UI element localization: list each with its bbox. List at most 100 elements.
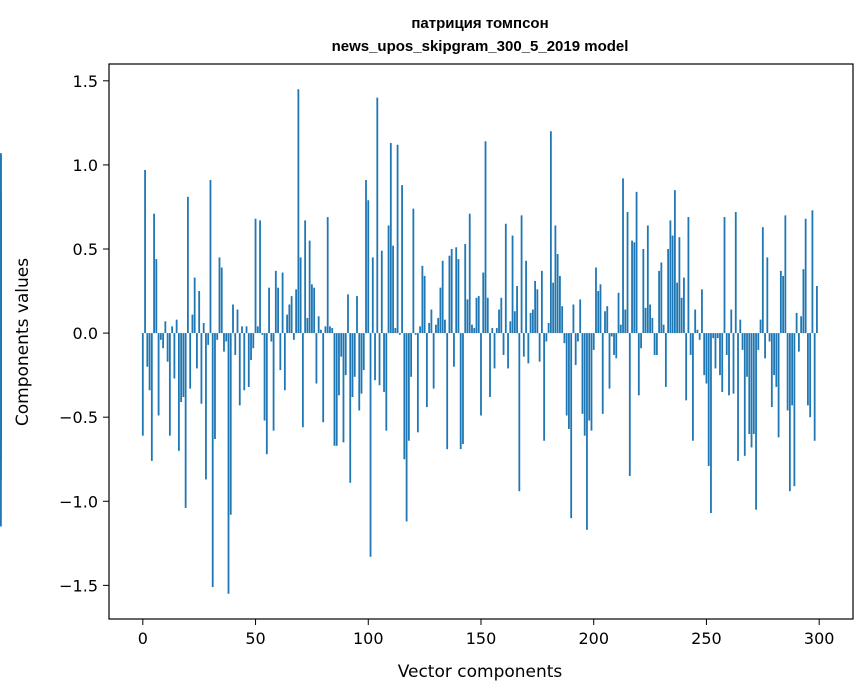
bar bbox=[509, 321, 512, 334]
bar bbox=[545, 333, 548, 342]
bar bbox=[421, 265, 424, 334]
bar bbox=[669, 220, 672, 334]
bar bbox=[272, 333, 275, 431]
bar bbox=[430, 309, 433, 334]
bar bbox=[227, 333, 230, 594]
bar bbox=[683, 277, 685, 334]
y-axis: −1.5 −1.0 −0.5 0.0 0.5 1.0 1.5 bbox=[59, 72, 109, 595]
bar bbox=[723, 217, 726, 334]
bar bbox=[189, 333, 192, 389]
bar bbox=[687, 217, 690, 334]
bar bbox=[475, 297, 478, 334]
bar bbox=[773, 333, 775, 376]
bar bbox=[455, 247, 458, 334]
bar bbox=[168, 333, 171, 436]
bar bbox=[308, 240, 311, 334]
bar bbox=[435, 324, 437, 334]
bar bbox=[299, 257, 302, 334]
bar bbox=[209, 180, 212, 334]
bar bbox=[642, 249, 645, 334]
bar bbox=[667, 249, 670, 334]
y-tick-label: 1.5 bbox=[73, 72, 98, 91]
bar bbox=[568, 333, 570, 429]
bar bbox=[193, 277, 196, 334]
bar bbox=[320, 329, 322, 334]
y-tick-label: 0.0 bbox=[73, 324, 98, 343]
bar bbox=[342, 333, 345, 443]
bar bbox=[191, 314, 194, 334]
bar bbox=[516, 286, 518, 334]
bar bbox=[543, 333, 546, 441]
bar bbox=[301, 333, 304, 428]
y-tick-label: −1.5 bbox=[59, 576, 98, 595]
bar bbox=[256, 326, 259, 334]
bar bbox=[482, 272, 485, 334]
bar bbox=[344, 333, 347, 376]
chart-title-line-2: news_upos_skipgram_300_5_2019 model bbox=[332, 38, 629, 55]
bar bbox=[739, 319, 742, 334]
bar bbox=[759, 319, 762, 334]
bar bbox=[599, 284, 602, 334]
bar bbox=[606, 306, 609, 334]
bar bbox=[241, 326, 243, 334]
bar bbox=[333, 333, 336, 446]
bar bbox=[613, 333, 615, 355]
bar bbox=[277, 287, 279, 334]
bar bbox=[766, 257, 769, 334]
bar bbox=[261, 333, 264, 335]
bar bbox=[615, 333, 618, 359]
bar bbox=[371, 257, 374, 334]
bar bbox=[480, 333, 482, 416]
bar bbox=[414, 333, 417, 335]
bar bbox=[410, 333, 413, 377]
bar bbox=[631, 240, 633, 334]
bar bbox=[394, 328, 397, 334]
bar bbox=[453, 333, 455, 367]
bar bbox=[202, 323, 205, 334]
bar bbox=[236, 309, 239, 334]
bar bbox=[701, 289, 703, 334]
bar bbox=[252, 333, 255, 349]
bar bbox=[378, 333, 381, 386]
bar bbox=[703, 333, 706, 376]
bar bbox=[527, 333, 530, 364]
bar bbox=[243, 333, 246, 391]
bar bbox=[322, 333, 325, 423]
bar bbox=[187, 196, 189, 334]
bar bbox=[234, 333, 237, 355]
bar bbox=[177, 333, 180, 451]
x-tick-label: 0 bbox=[138, 629, 148, 648]
bar bbox=[676, 282, 679, 334]
bar bbox=[290, 296, 293, 334]
bar bbox=[732, 333, 735, 394]
bar bbox=[622, 178, 624, 334]
bar bbox=[439, 287, 442, 334]
bar bbox=[577, 333, 579, 342]
bar bbox=[419, 326, 422, 334]
bar bbox=[608, 333, 611, 389]
bar bbox=[218, 257, 221, 334]
bars-group bbox=[0, 89, 818, 594]
bar bbox=[471, 324, 473, 334]
bar bbox=[412, 208, 415, 334]
bar bbox=[653, 333, 656, 355]
bar bbox=[581, 333, 584, 414]
bar bbox=[743, 333, 746, 456]
bar bbox=[385, 333, 388, 431]
bar bbox=[446, 333, 449, 450]
bar bbox=[387, 225, 390, 334]
bar bbox=[707, 333, 710, 466]
bar bbox=[791, 333, 794, 406]
bar bbox=[425, 333, 428, 408]
bar bbox=[356, 296, 358, 334]
bar bbox=[347, 294, 349, 334]
bar bbox=[507, 333, 509, 369]
bar bbox=[640, 333, 642, 349]
bar bbox=[714, 333, 717, 369]
bar bbox=[804, 218, 807, 334]
bar bbox=[489, 333, 491, 397]
bar bbox=[405, 333, 408, 522]
bar bbox=[610, 333, 613, 337]
bar bbox=[556, 254, 559, 334]
